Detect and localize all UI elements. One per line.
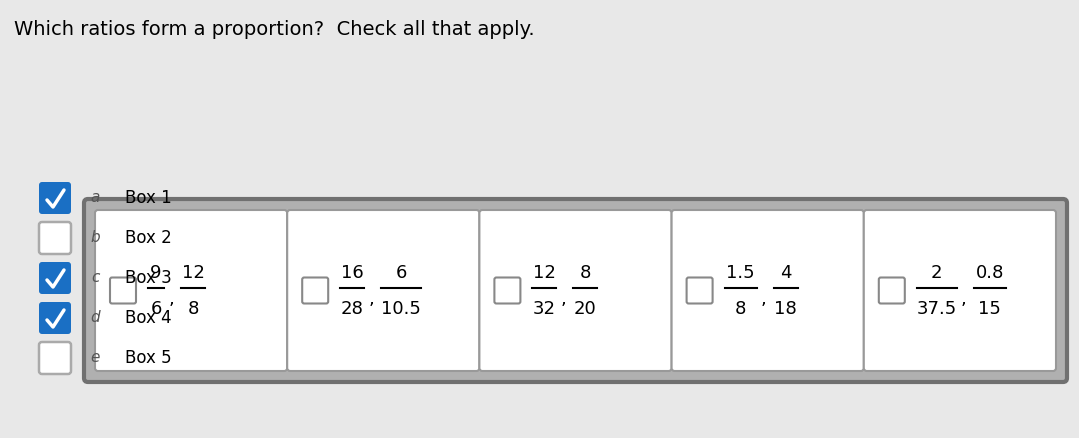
FancyBboxPatch shape [39, 182, 71, 214]
Text: a: a [91, 191, 99, 205]
Text: 4: 4 [780, 264, 791, 282]
Text: 20: 20 [574, 300, 597, 318]
Text: Box 4: Box 4 [125, 309, 172, 327]
FancyBboxPatch shape [302, 278, 328, 304]
Text: 6: 6 [396, 264, 407, 282]
Text: Box 1: Box 1 [125, 189, 172, 207]
Text: ,: , [761, 290, 766, 307]
Text: ,: , [961, 290, 967, 307]
FancyBboxPatch shape [287, 210, 479, 371]
Text: 28: 28 [341, 300, 364, 318]
Text: 12: 12 [181, 264, 204, 282]
Text: Box 2: Box 2 [125, 229, 172, 247]
FancyBboxPatch shape [878, 278, 905, 304]
Text: 2: 2 [931, 264, 943, 282]
Text: 1.5: 1.5 [726, 264, 755, 282]
Text: Which ratios form a proportion?  Check all that apply.: Which ratios form a proportion? Check al… [14, 20, 534, 39]
Text: 9: 9 [150, 264, 162, 282]
FancyBboxPatch shape [110, 278, 136, 304]
Text: e: e [91, 350, 99, 365]
FancyBboxPatch shape [864, 210, 1056, 371]
Text: Box 3: Box 3 [125, 269, 172, 287]
FancyBboxPatch shape [671, 210, 864, 371]
Text: 10.5: 10.5 [381, 300, 421, 318]
FancyBboxPatch shape [95, 210, 287, 371]
FancyBboxPatch shape [494, 278, 520, 304]
FancyBboxPatch shape [39, 262, 71, 294]
FancyBboxPatch shape [479, 210, 671, 371]
FancyBboxPatch shape [39, 222, 71, 254]
Text: d: d [91, 311, 100, 325]
Text: 16: 16 [341, 264, 364, 282]
Text: b: b [91, 230, 100, 246]
Text: Box 5: Box 5 [125, 349, 172, 367]
FancyBboxPatch shape [39, 342, 71, 374]
Text: 12: 12 [533, 264, 556, 282]
Text: 18: 18 [775, 300, 797, 318]
Text: 8: 8 [735, 300, 747, 318]
Text: 8: 8 [188, 300, 199, 318]
Text: ,: , [560, 290, 566, 307]
Text: ,: , [368, 290, 374, 307]
Text: 37.5: 37.5 [917, 300, 957, 318]
Text: 32: 32 [533, 300, 556, 318]
Text: ,: , [168, 290, 174, 307]
Text: 15: 15 [979, 300, 1001, 318]
FancyBboxPatch shape [84, 199, 1067, 382]
Text: c: c [91, 271, 99, 286]
Text: 8: 8 [579, 264, 591, 282]
Text: 6: 6 [150, 300, 162, 318]
FancyBboxPatch shape [686, 278, 712, 304]
Text: 0.8: 0.8 [975, 264, 1003, 282]
FancyBboxPatch shape [39, 302, 71, 334]
